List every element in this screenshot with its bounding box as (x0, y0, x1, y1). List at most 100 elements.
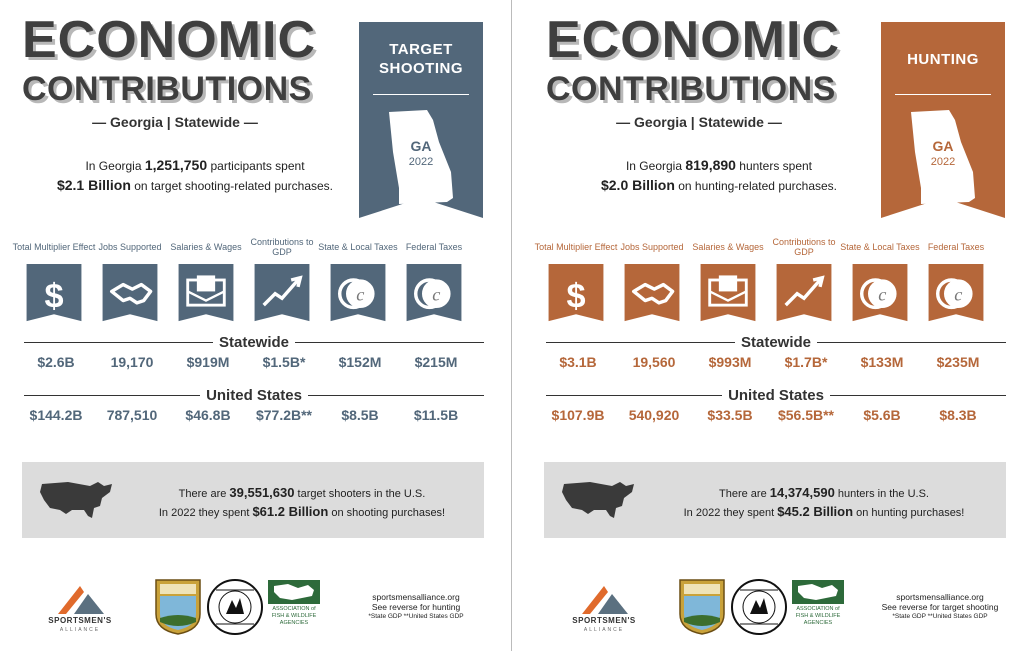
metric-trend-up-column: Contributions to GDP (772, 234, 836, 334)
us-values: $144.2B 787,510 $46.8B $77.2B** $8.5B $11.5B (24, 407, 484, 425)
metric-icon-row: Total Multiplier Effect $ Jobs Supported Sa… (13, 234, 484, 334)
hunting-panel: ECONOMIC CONTRIBUTIONS — Georgia | State… (512, 0, 1024, 651)
footer-site-link[interactable]: sportsmensalliance.org (372, 592, 460, 602)
svg-text:c: c (954, 285, 962, 305)
fish-wildlife-service-logo (154, 578, 202, 636)
coins-icon: c (852, 264, 908, 322)
banner-ribbon-shape (359, 22, 483, 218)
coins-icon: c (928, 264, 984, 322)
us-map-icon (562, 482, 634, 518)
banner-rule (373, 94, 469, 95)
handshake-icon (102, 264, 158, 322)
us-values: $107.9B 540,920 $33.5B $56.5B** $5.6B $8.3B (546, 407, 1006, 425)
us-label: United States (722, 387, 830, 404)
banner-label-line-1: TARGET (389, 41, 453, 58)
box-post: on shooting purchases! (328, 507, 446, 519)
statewide-value: 19,560 (632, 354, 676, 370)
wildlife-sport-fish-restoration-logo (730, 578, 788, 636)
title-line-1: ECONOMIC (22, 11, 316, 69)
svg-text:c: c (432, 285, 440, 305)
us-value: $144.2B (29, 407, 83, 423)
page-title: ECONOMIC CONTRIBUTIONS (546, 14, 876, 106)
metric-icon-row: Total Multiplier Effect $ Jobs Supported Sa… (535, 234, 1006, 334)
us-value: $8.3B (939, 407, 977, 423)
footer-notes: sportsmensalliance.org See reverse for t… (854, 592, 1024, 622)
metric-caption: Total Multiplier Effect (12, 242, 96, 252)
summary-pre: In Georgia (625, 159, 686, 173)
statewide-label: Statewide (212, 334, 296, 351)
statewide-value: $1.7B* (784, 354, 828, 370)
metric-caption: Salaries & Wages (692, 242, 764, 252)
metric-dollar-column: Total Multiplier Effect $ (13, 234, 95, 334)
statewide-value: $2.6B (37, 354, 75, 370)
box-amount: $61.2 Billion (252, 504, 329, 519)
metric-caption: Jobs Supported (620, 242, 684, 252)
summary-amount: $2.0 Billion (600, 177, 675, 193)
metric-caption: Federal Taxes (405, 242, 463, 252)
region-subtitle: — Georgia | Statewide — (616, 114, 782, 130)
summary-count: 819,890 (685, 157, 736, 173)
afwa-logo: ASSOCIATION of FISH & WILDLIFE AGENCIES (792, 580, 844, 634)
banner-year: 2022 (408, 156, 434, 168)
us-heading: United States (24, 387, 484, 404)
fws-shield-icon (155, 579, 201, 635)
title-line-1: ECONOMIC (546, 11, 840, 69)
box-count: 14,374,590 (769, 485, 835, 500)
footer-reverse-note: See reverse for target shooting (881, 602, 999, 612)
title-line-2: CONTRIBUTIONS (546, 70, 836, 108)
coins-icon: c (406, 264, 462, 322)
banner-label: TARGET SHOOTING (359, 40, 483, 78)
statewide-value: 19,170 (110, 354, 154, 370)
summary-text: In Georgia 819,890 hunters spent $2.0 Bi… (524, 156, 914, 196)
logo-subword: ALLIANCE (583, 627, 625, 633)
us-summary-box: There are 14,374,590 hunters in the U.S.… (544, 462, 1006, 538)
afwa-map-icon (268, 580, 320, 604)
box-pre2: In 2022 they spent (158, 507, 253, 519)
statewide-heading: Statewide (24, 334, 484, 351)
trend-up-icon (254, 264, 310, 322)
envelope-icon (700, 264, 756, 322)
us-value: 787,510 (106, 407, 158, 423)
box-amount: $45.2 Billion (777, 504, 854, 519)
activity-banner: TARGET SHOOTING GA 2022 (359, 22, 483, 218)
metric-trend-up-column: Contributions to GDP (250, 234, 314, 334)
metric-caption: Total Multiplier Effect (534, 242, 618, 252)
us-value: $77.2B** (255, 407, 313, 423)
box-pre: There are (719, 488, 770, 500)
footer-gdp-note: *State GDP **United States GDP (368, 613, 464, 620)
banner-rule (895, 94, 991, 95)
us-map-icon (40, 482, 112, 518)
us-value: $107.9B (551, 407, 605, 423)
metric-caption: State & Local Taxes (840, 242, 920, 252)
statewide-values: $2.6B 19,170 $919M $1.5B* $152M $215M (24, 354, 484, 372)
metric-caption: Contributions to GDP (772, 237, 836, 257)
footer-reverse-note: See reverse for hunting (371, 602, 461, 612)
statewide-value: $993M (708, 354, 752, 370)
metric-envelope-column: Salaries & Wages (692, 234, 764, 334)
afwa-text: ASSOCIATION of FISH & WILDLIFE AGENCIES (795, 606, 841, 626)
statewide-value: $1.5B* (262, 354, 306, 370)
svg-text:$: $ (566, 277, 585, 315)
us-value: $33.5B (707, 407, 753, 423)
us-label: United States (200, 387, 308, 404)
statewide-value: $3.1B (559, 354, 597, 370)
sportsmens-alliance-logo: SPORTSMEN'S ALLIANCE (564, 580, 644, 640)
box-pre: There are (178, 488, 230, 500)
us-heading: United States (546, 387, 1006, 404)
footer: SPORTSMEN'S ALLIANCE (524, 572, 1024, 642)
mountain-logo-icon (58, 586, 104, 614)
afwa-logo: ASSOCIATION of FISH & WILDLIFE AGENCIES (268, 580, 320, 634)
summary-count: 1,251,750 (144, 157, 208, 173)
footer-site-link[interactable]: sportsmensalliance.org (896, 592, 984, 602)
handshake-icon (624, 264, 680, 322)
envelope-icon (178, 264, 234, 322)
metric-caption: Salaries & Wages (170, 242, 242, 252)
region-subtitle: — Georgia | Statewide — (92, 114, 258, 130)
page-title: ECONOMIC CONTRIBUTIONS (22, 14, 352, 106)
us-value: $46.8B (185, 407, 231, 423)
box-pre2: In 2022 they spent (683, 507, 778, 519)
summary-amount: $2.1 Billion (56, 177, 131, 193)
metric-envelope-column: Salaries & Wages (170, 234, 242, 334)
wsfr-seal-icon (731, 579, 787, 635)
footer: SPORTSMEN'S ALLIANCE (0, 572, 512, 642)
